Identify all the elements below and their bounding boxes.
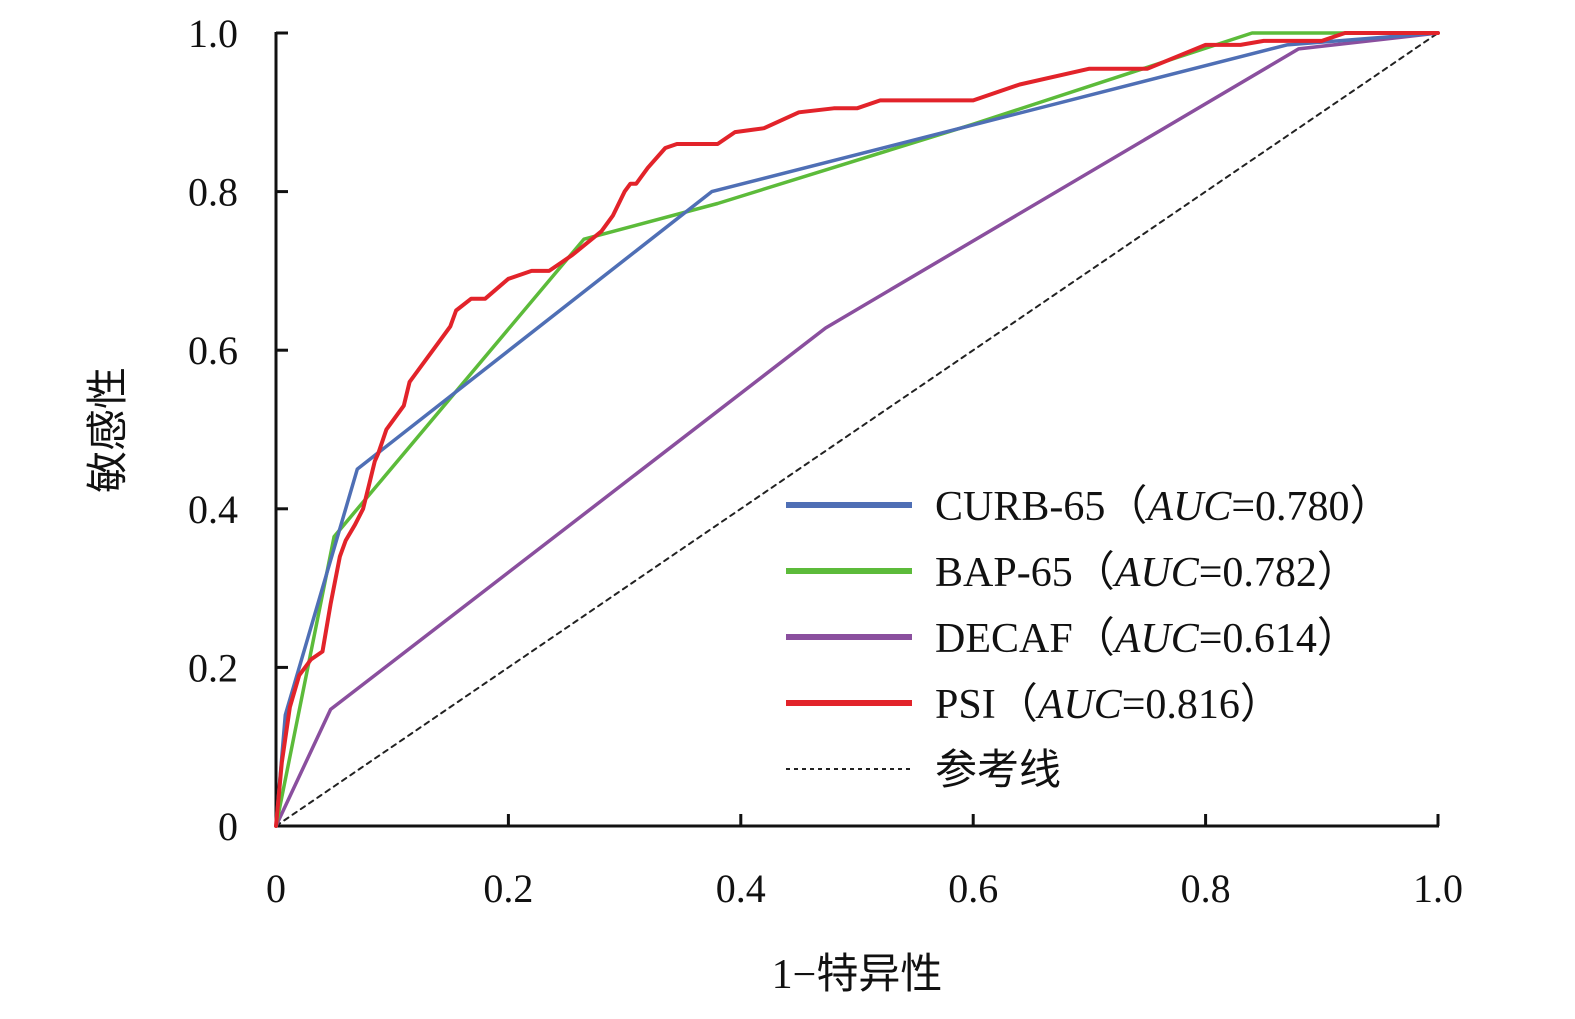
legend-paren-open: （ bbox=[996, 682, 1038, 728]
legend-label: DECAF（AUC=0.614） bbox=[935, 616, 1359, 662]
legend-series-name: CURB-65 bbox=[935, 484, 1105, 530]
legend-paren-close: ） bbox=[1240, 682, 1282, 728]
legend-series-name: 参考线 bbox=[935, 747, 1061, 794]
legend-paren-close: ） bbox=[1317, 616, 1359, 662]
series-line-reference bbox=[275, 32, 1439, 827]
y-tick-label: 1.0 bbox=[188, 11, 238, 56]
y-tick-label: 0.8 bbox=[188, 170, 238, 215]
legend-auc-value: =0.782 bbox=[1199, 550, 1317, 596]
legend-auc-label: AUC bbox=[1112, 550, 1200, 596]
y-tick-label: 0.6 bbox=[188, 328, 238, 373]
x-tick-label: 0.4 bbox=[716, 866, 766, 911]
legend-series-name: PSI bbox=[935, 682, 996, 728]
legend-auc-value: =0.614 bbox=[1199, 616, 1317, 662]
x-tick-label: 0 bbox=[266, 866, 286, 911]
series-line-psi bbox=[274, 31, 1440, 828]
legend: CURB-65（AUC=0.780）BAP-65（AUC=0.782）DECAF… bbox=[786, 484, 1392, 794]
legend-label: 参考线 bbox=[935, 747, 1061, 794]
x-axis-title: 1−特异性 bbox=[772, 952, 943, 998]
legend-auc-label: AUC bbox=[1035, 682, 1123, 728]
legend-paren-close: ） bbox=[1317, 550, 1359, 596]
legend-paren-open: （ bbox=[1073, 616, 1115, 662]
y-tick-label: 0.2 bbox=[188, 645, 238, 690]
legend-auc-label: AUC bbox=[1112, 616, 1200, 662]
y-tick-label: 0.4 bbox=[188, 487, 238, 532]
y-axis-title: 敏感性 bbox=[86, 367, 132, 493]
legend-paren-open: （ bbox=[1105, 484, 1147, 530]
axes: 0 0.2 0.4 0.6 0.8 1.0 0 0.2 0.4 0.6 0.8 1.0 bbox=[188, 11, 1463, 911]
legend-series-name: DECAF bbox=[935, 616, 1073, 662]
x-tick-label: 1.0 bbox=[1413, 866, 1463, 911]
x-tick-label: 0.6 bbox=[948, 866, 998, 911]
legend-label: CURB-65（AUC=0.780） bbox=[935, 484, 1392, 530]
legend-series-name: BAP-65 bbox=[935, 550, 1073, 596]
legend-paren-close: ） bbox=[1350, 484, 1392, 530]
series-line-bap-65 bbox=[274, 31, 1440, 828]
legend-auc-value: =0.816 bbox=[1122, 682, 1240, 728]
series-line-curb-65 bbox=[274, 31, 1440, 828]
legend-label: BAP-65（AUC=0.782） bbox=[935, 550, 1359, 596]
x-tick-label: 0.2 bbox=[483, 866, 533, 911]
legend-label: PSI（AUC=0.816） bbox=[935, 682, 1282, 728]
legend-auc-value: =0.780 bbox=[1231, 484, 1349, 530]
x-tick-label: 0.8 bbox=[1181, 866, 1231, 911]
series-line-decaf bbox=[274, 31, 1440, 828]
legend-auc-label: AUC bbox=[1144, 484, 1232, 530]
plot-lines bbox=[274, 31, 1440, 828]
y-tick-label: 0 bbox=[218, 804, 238, 849]
legend-paren-open: （ bbox=[1073, 550, 1115, 596]
